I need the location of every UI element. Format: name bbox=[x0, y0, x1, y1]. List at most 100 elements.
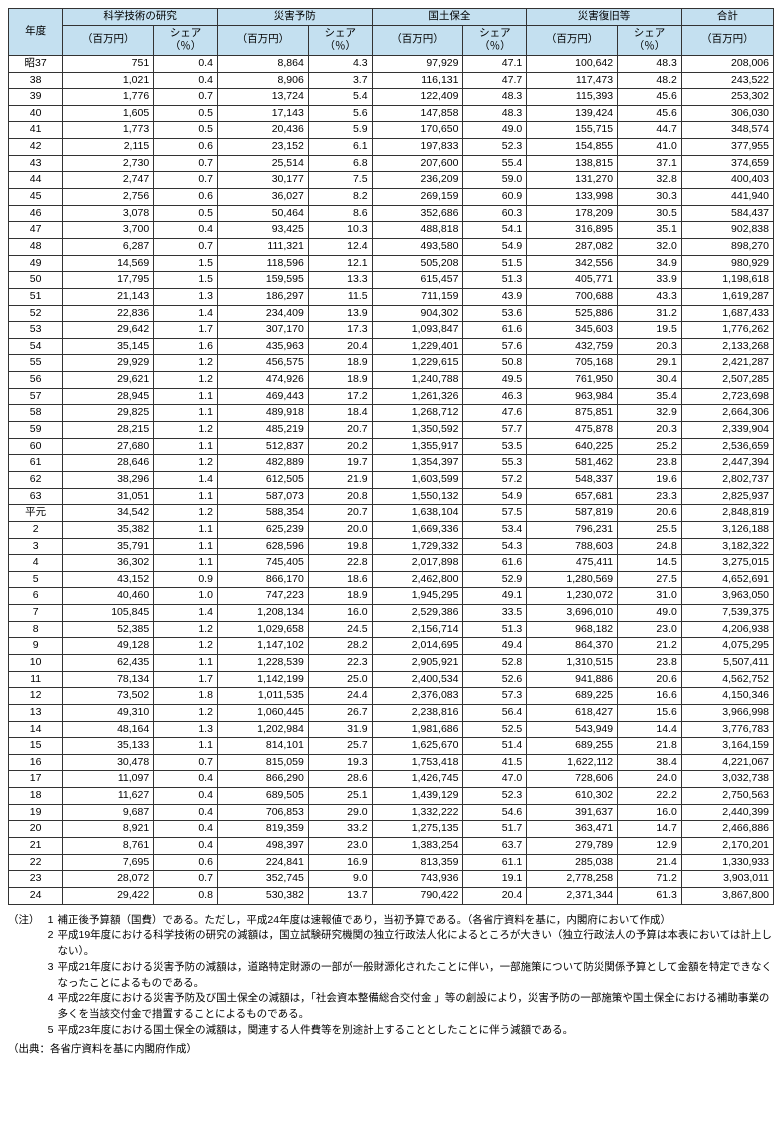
cell-pct: 0.5 bbox=[154, 105, 218, 122]
cell-value: 122,409 bbox=[372, 89, 463, 106]
table-row: 401,6050.517,1435.6147,85848.3139,42445.… bbox=[9, 105, 774, 122]
cell-value: 1,625,670 bbox=[372, 738, 463, 755]
cell-value: 133,998 bbox=[527, 189, 618, 206]
cell-value: 488,818 bbox=[372, 222, 463, 239]
cell-value: 1,981,686 bbox=[372, 721, 463, 738]
cell-value: 587,073 bbox=[217, 488, 308, 505]
cell-year: 38 bbox=[9, 72, 63, 89]
cell-value: 48,164 bbox=[63, 721, 154, 738]
cell-value: 1,275,135 bbox=[372, 821, 463, 838]
cell-value: 3,078 bbox=[63, 205, 154, 222]
cell-value: 819,359 bbox=[217, 821, 308, 838]
cell-value: 9,687 bbox=[63, 804, 154, 821]
cell-value: 475,411 bbox=[527, 555, 618, 572]
cell-pct: 1.2 bbox=[154, 505, 218, 522]
cell-pct: 0.7 bbox=[154, 754, 218, 771]
cell-value: 197,833 bbox=[372, 139, 463, 156]
col-unit: （百万円） bbox=[527, 25, 618, 55]
cell-value: 17,795 bbox=[63, 272, 154, 289]
cell-pct: 57.7 bbox=[463, 422, 527, 439]
cell-pct: 21.2 bbox=[618, 638, 682, 655]
cell-pct: 1.2 bbox=[154, 372, 218, 389]
cell-pct: 52.3 bbox=[463, 788, 527, 805]
table-row: 6238,2961.4612,50521.91,603,59957.2548,3… bbox=[9, 471, 774, 488]
cell-value: 97,929 bbox=[372, 55, 463, 72]
cell-value: 711,159 bbox=[372, 288, 463, 305]
cell-value: 1,021 bbox=[63, 72, 154, 89]
col-group-1: 災害予防 bbox=[217, 9, 372, 26]
cell-pct: 35.4 bbox=[618, 388, 682, 405]
cell-value: 11,097 bbox=[63, 771, 154, 788]
cell-pct: 1.1 bbox=[154, 738, 218, 755]
table-row: 2429,4220.8530,38213.7790,42220.42,371,3… bbox=[9, 887, 774, 904]
cell-value: 1,439,129 bbox=[372, 788, 463, 805]
cell-year: 50 bbox=[9, 272, 63, 289]
note-text: 平成23年度における国土保全の減額は，関連する人件費等を別途計上することとしたこ… bbox=[54, 1023, 775, 1039]
cell-pct: 48.3 bbox=[463, 89, 527, 106]
cell-pct: 0.4 bbox=[154, 72, 218, 89]
cell-pct: 57.2 bbox=[463, 471, 527, 488]
cell-pct: 35.1 bbox=[618, 222, 682, 239]
table-row: 7105,8451.41,208,13416.02,529,38633.53,6… bbox=[9, 605, 774, 622]
cell-total: 2,440,399 bbox=[681, 804, 773, 821]
cell-pct: 1.1 bbox=[154, 538, 218, 555]
cell-total: 4,221,067 bbox=[681, 754, 773, 771]
cell-pct: 0.6 bbox=[154, 189, 218, 206]
cell-pct: 61.6 bbox=[463, 322, 527, 339]
cell-pct: 56.4 bbox=[463, 704, 527, 721]
cell-value: 285,038 bbox=[527, 854, 618, 871]
cell-pct: 0.4 bbox=[154, 821, 218, 838]
note-number: 1 bbox=[40, 913, 54, 929]
cell-pct: 48.2 bbox=[618, 72, 682, 89]
cell-pct: 0.7 bbox=[154, 89, 218, 106]
cell-value: 1,350,592 bbox=[372, 422, 463, 439]
cell-value: 689,255 bbox=[527, 738, 618, 755]
cell-pct: 0.7 bbox=[154, 172, 218, 189]
cell-value: 3,696,010 bbox=[527, 605, 618, 622]
cell-pct: 51.5 bbox=[463, 255, 527, 272]
cell-pct: 32.9 bbox=[618, 405, 682, 422]
cell-pct: 1.2 bbox=[154, 422, 218, 439]
cell-pct: 0.4 bbox=[154, 838, 218, 855]
cell-pct: 21.8 bbox=[618, 738, 682, 755]
cell-pct: 41.0 bbox=[618, 139, 682, 156]
cell-value: 159,595 bbox=[217, 272, 308, 289]
cell-value: 52,385 bbox=[63, 621, 154, 638]
cell-value: 1,383,254 bbox=[372, 838, 463, 855]
cell-value: 35,382 bbox=[63, 521, 154, 538]
table-row: 208,9210.4819,35933.21,275,13551.7363,47… bbox=[9, 821, 774, 838]
cell-value: 743,936 bbox=[372, 871, 463, 888]
note-number: 4 bbox=[40, 991, 54, 1023]
cell-total: 902,838 bbox=[681, 222, 773, 239]
cell-value: 968,182 bbox=[527, 621, 618, 638]
cell-value: 2,730 bbox=[63, 155, 154, 172]
cell-pct: 13.9 bbox=[308, 305, 372, 322]
cell-total: 2,447,394 bbox=[681, 455, 773, 472]
cell-value: 1,280,569 bbox=[527, 571, 618, 588]
cell-pct: 19.7 bbox=[308, 455, 372, 472]
table-row: 1062,4351.11,228,53922.32,905,92152.81,3… bbox=[9, 654, 774, 671]
cell-pct: 61.3 bbox=[618, 887, 682, 904]
cell-total: 243,522 bbox=[681, 72, 773, 89]
cell-pct: 6.1 bbox=[308, 139, 372, 156]
cell-value: 2,400,534 bbox=[372, 671, 463, 688]
cell-value: 30,478 bbox=[63, 754, 154, 771]
table-row: 218,7610.4498,39723.01,383,25463.7279,78… bbox=[9, 838, 774, 855]
cell-pct: 1.2 bbox=[154, 704, 218, 721]
cell-pct: 32.8 bbox=[618, 172, 682, 189]
cell-pct: 5.9 bbox=[308, 122, 372, 139]
cell-value: 628,596 bbox=[217, 538, 308, 555]
cell-value: 2,529,386 bbox=[372, 605, 463, 622]
cell-pct: 23.8 bbox=[618, 654, 682, 671]
cell-value: 1,776 bbox=[63, 89, 154, 106]
cell-pct: 33.5 bbox=[463, 605, 527, 622]
cell-pct: 17.3 bbox=[308, 322, 372, 339]
cell-pct: 1.3 bbox=[154, 288, 218, 305]
cell-value: 543,949 bbox=[527, 721, 618, 738]
cell-value: 475,878 bbox=[527, 422, 618, 439]
cell-value: 615,457 bbox=[372, 272, 463, 289]
cell-year: 13 bbox=[9, 704, 63, 721]
cell-value: 814,101 bbox=[217, 738, 308, 755]
col-group-2: 国土保全 bbox=[372, 9, 527, 26]
cell-pct: 1.0 bbox=[154, 588, 218, 605]
